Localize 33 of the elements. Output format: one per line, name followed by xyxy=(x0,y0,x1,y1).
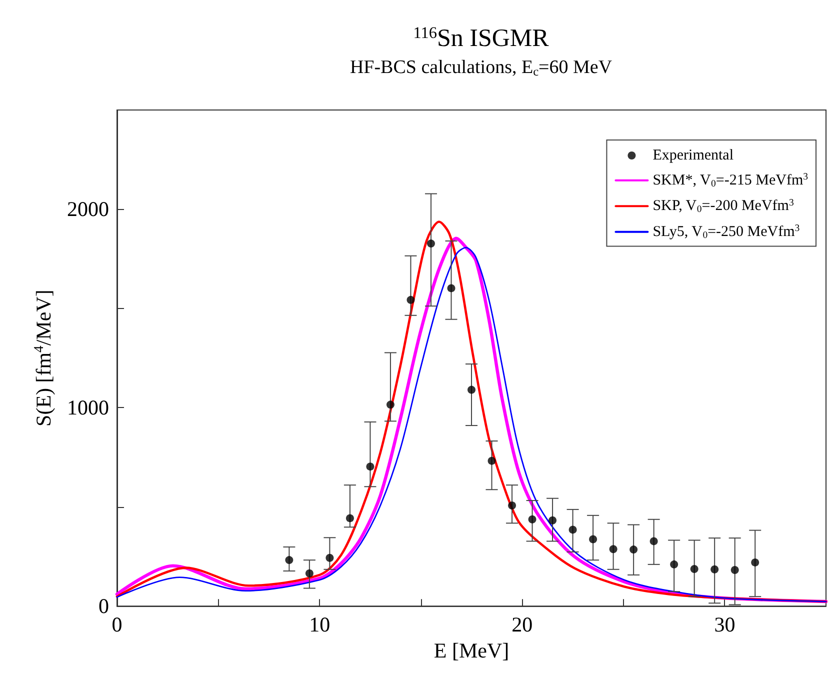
y-axis-title: S(E) [fm4/MeV] xyxy=(31,290,56,426)
y-tick-label: 0 xyxy=(98,594,109,618)
point xyxy=(488,456,496,465)
point xyxy=(326,554,334,562)
point xyxy=(548,516,557,524)
point xyxy=(710,565,719,574)
point xyxy=(406,296,415,304)
point xyxy=(730,566,739,574)
point xyxy=(366,462,374,471)
point xyxy=(508,501,516,510)
x-tick-label: 30 xyxy=(714,612,736,637)
x-tick-label: 20 xyxy=(512,612,533,637)
point xyxy=(630,546,638,554)
point xyxy=(305,569,314,578)
point xyxy=(568,526,577,534)
point xyxy=(751,558,760,566)
point xyxy=(528,515,536,524)
point xyxy=(589,535,598,544)
point xyxy=(426,240,435,248)
point xyxy=(386,400,394,409)
point xyxy=(468,386,476,394)
point xyxy=(670,560,678,568)
point xyxy=(690,564,698,573)
x-axis-title: E [MeV] xyxy=(434,638,510,662)
point xyxy=(609,545,618,554)
x-tick-label: 10 xyxy=(309,612,330,637)
point xyxy=(346,514,354,522)
point xyxy=(447,284,456,292)
y-tick-label: 1000 xyxy=(67,396,109,420)
y-tick-label: 2000 xyxy=(67,197,109,222)
legend-label: Experimental xyxy=(652,148,734,164)
point xyxy=(650,537,658,546)
point xyxy=(285,556,294,564)
